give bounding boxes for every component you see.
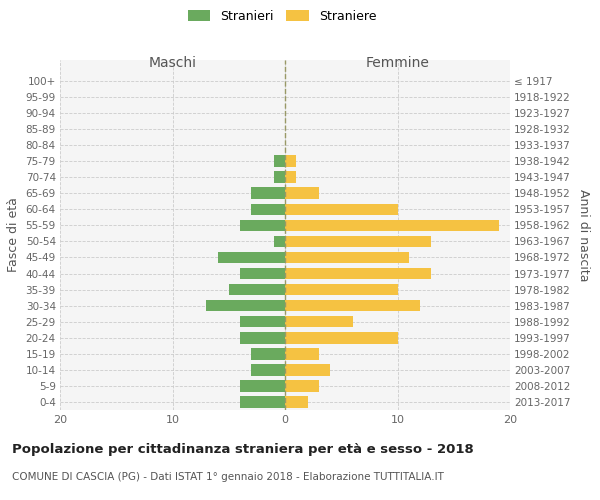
Bar [285, 348, 319, 360]
Bar [285, 188, 319, 199]
Bar [229, 284, 285, 296]
Bar [285, 380, 319, 392]
Bar [240, 220, 285, 231]
Bar [285, 332, 398, 344]
Bar [274, 236, 285, 247]
Text: Popolazione per cittadinanza straniera per età e sesso - 2018: Popolazione per cittadinanza straniera p… [12, 442, 474, 456]
Text: Maschi: Maschi [149, 56, 197, 70]
Bar [206, 300, 285, 312]
Text: Femmine: Femmine [365, 56, 430, 70]
Y-axis label: Anni di nascita: Anni di nascita [577, 188, 590, 281]
Bar [285, 396, 308, 408]
Bar [251, 364, 285, 376]
Bar [285, 204, 398, 215]
Bar [285, 156, 296, 167]
Bar [285, 252, 409, 264]
Text: COMUNE DI CASCIA (PG) - Dati ISTAT 1° gennaio 2018 - Elaborazione TUTTITALIA.IT: COMUNE DI CASCIA (PG) - Dati ISTAT 1° ge… [12, 472, 444, 482]
Bar [285, 316, 353, 328]
Bar [285, 236, 431, 247]
Bar [251, 348, 285, 360]
Bar [251, 204, 285, 215]
Bar [285, 284, 398, 296]
Bar [274, 172, 285, 183]
Legend: Stranieri, Straniere: Stranieri, Straniere [184, 6, 380, 26]
Bar [285, 268, 431, 280]
Bar [240, 332, 285, 344]
Bar [285, 172, 296, 183]
Bar [240, 268, 285, 280]
Bar [240, 316, 285, 328]
Bar [274, 156, 285, 167]
Y-axis label: Fasce di età: Fasce di età [7, 198, 20, 272]
Bar [285, 364, 330, 376]
Bar [251, 188, 285, 199]
Bar [218, 252, 285, 264]
Bar [240, 396, 285, 408]
Bar [240, 380, 285, 392]
Bar [285, 300, 420, 312]
Bar [285, 220, 499, 231]
